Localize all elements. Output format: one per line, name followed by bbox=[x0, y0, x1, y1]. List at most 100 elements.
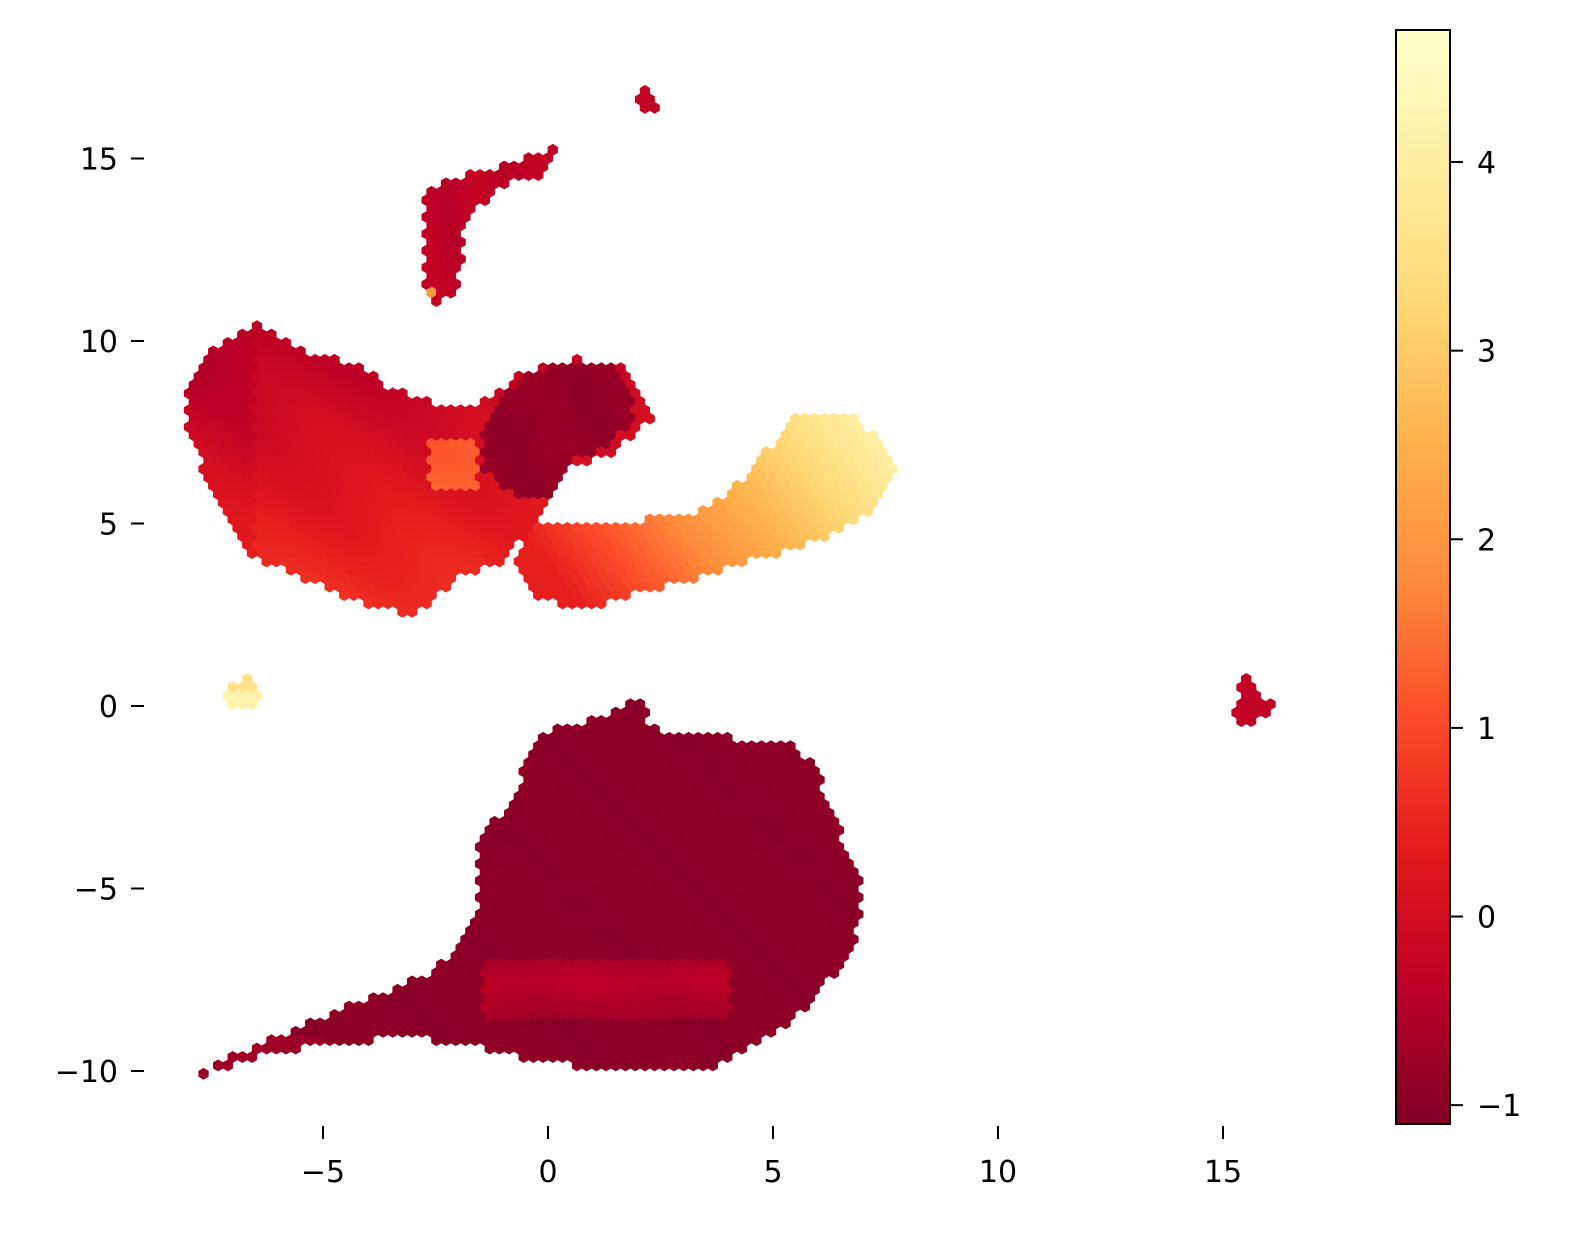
hexbin-cell bbox=[533, 169, 544, 181]
hexbin-cell bbox=[765, 1025, 777, 1038]
y-tick-label: 5 bbox=[99, 508, 118, 543]
hexbin-cell bbox=[688, 572, 699, 585]
hexbin-cell bbox=[305, 1034, 316, 1047]
x-tick-label: 5 bbox=[763, 1155, 782, 1190]
hexbin-cell bbox=[620, 1059, 631, 1072]
hexbin-cell bbox=[668, 572, 680, 585]
x-tick-label: −5 bbox=[301, 1155, 345, 1190]
hexbin-cell bbox=[523, 169, 534, 181]
hexbin-cell bbox=[445, 286, 457, 299]
hexbin-cell bbox=[484, 555, 495, 568]
hexbin-cell bbox=[586, 597, 597, 610]
hexbin-cell bbox=[697, 1059, 709, 1072]
hexbin-cell bbox=[605, 446, 617, 459]
hexbin-cell bbox=[227, 698, 238, 711]
hexbin-cell bbox=[271, 555, 282, 568]
hexbin-cell bbox=[343, 1034, 355, 1047]
hexbin-cell bbox=[712, 563, 723, 576]
hexbin-cell bbox=[1246, 715, 1257, 727]
hexbin-cell bbox=[736, 1042, 748, 1055]
colorbar-tick-label: 3 bbox=[1477, 335, 1496, 370]
hexbin-cell bbox=[363, 1034, 374, 1047]
hexbin-cell bbox=[309, 572, 321, 585]
hexbin-cell bbox=[848, 513, 859, 526]
hexbin-cell bbox=[566, 597, 578, 610]
hexbin-cell bbox=[644, 412, 655, 425]
hexbin-cell bbox=[630, 1059, 641, 1072]
hexbin-cell bbox=[528, 1051, 539, 1063]
hexbin-cell bbox=[460, 563, 471, 576]
hexbin-cell bbox=[591, 1059, 602, 1072]
hexbin-cell bbox=[518, 1051, 529, 1063]
plot-area bbox=[183, 85, 1276, 1080]
hexbin-cell bbox=[348, 589, 360, 601]
y-tick-label: −10 bbox=[55, 1055, 118, 1090]
hexbin-cell bbox=[314, 1034, 326, 1047]
hexbin-cell bbox=[780, 1017, 791, 1030]
hexbin-cell bbox=[469, 563, 481, 576]
hexbin-cell bbox=[799, 1000, 811, 1013]
hexbin-cell bbox=[649, 1059, 660, 1072]
hexbin-cell bbox=[271, 1042, 282, 1055]
hexbin-cell bbox=[736, 555, 748, 568]
hexbin-cell bbox=[397, 1025, 408, 1038]
hexbin-cell bbox=[581, 1059, 592, 1072]
hexbin-cell bbox=[610, 589, 622, 601]
hexbin-cell bbox=[571, 454, 583, 467]
hexbin-cell bbox=[440, 1034, 452, 1047]
hexbin-cell bbox=[494, 1042, 505, 1055]
hexbin-cell bbox=[339, 589, 350, 601]
hexbin-cell bbox=[537, 1051, 549, 1063]
hexbin-cell bbox=[600, 1059, 612, 1072]
colorbar-tick-label: 4 bbox=[1477, 146, 1496, 181]
hexbin-cell bbox=[484, 1042, 495, 1055]
hexbin-cell bbox=[596, 446, 607, 459]
hexbin-cell bbox=[1236, 715, 1247, 727]
hexbin-cell bbox=[760, 547, 772, 559]
hexbin-cell bbox=[610, 1059, 622, 1072]
hexbin-cell bbox=[639, 1059, 651, 1072]
hexbin-cell bbox=[363, 597, 374, 610]
hexbin-cell bbox=[557, 597, 568, 610]
hexbin-cell bbox=[634, 580, 646, 593]
hexbin-cell bbox=[649, 101, 660, 114]
hexbin-cell bbox=[300, 572, 311, 585]
colorbar-tick-label: 2 bbox=[1477, 523, 1496, 558]
hexbin-cell bbox=[280, 1042, 292, 1055]
hexbin-cell bbox=[246, 547, 258, 559]
y-tick-label: 10 bbox=[80, 325, 118, 360]
hexbin-cell bbox=[727, 555, 738, 568]
hexbin-cell bbox=[819, 530, 830, 543]
hexbin-cell bbox=[828, 967, 840, 979]
hexbin-cell bbox=[397, 605, 408, 618]
hexbin-cell bbox=[246, 1051, 258, 1063]
hexbin-cell bbox=[596, 597, 607, 610]
hexbin-cell bbox=[324, 1034, 335, 1047]
hexbin-cell bbox=[770, 547, 782, 559]
hexbin-cell bbox=[533, 589, 544, 601]
hexbin-cell bbox=[387, 1025, 398, 1038]
hexbin-cell bbox=[503, 1042, 515, 1055]
hexbin-cell bbox=[372, 597, 384, 610]
hexbin-cell bbox=[571, 1059, 583, 1072]
hexbin-cell bbox=[261, 555, 272, 568]
y-tick-label: 15 bbox=[80, 143, 118, 178]
hexbin-cell bbox=[460, 1034, 471, 1047]
hexbin-cell bbox=[722, 1051, 733, 1063]
y-tick-label: −5 bbox=[74, 873, 118, 908]
hexbin-cell bbox=[334, 1034, 345, 1047]
hexbin-cell bbox=[659, 1059, 670, 1072]
hexbin-cell bbox=[678, 1059, 689, 1072]
hexbin-cell bbox=[751, 1034, 762, 1047]
y-tick-label: 0 bbox=[99, 690, 118, 725]
hexbin-cell bbox=[513, 169, 525, 181]
hexbin-cell bbox=[707, 1059, 719, 1072]
hexbin-cell bbox=[794, 538, 806, 551]
hexbin-cell bbox=[431, 1034, 442, 1047]
hexbin-cell bbox=[237, 1051, 248, 1063]
hexbin-cell bbox=[324, 580, 335, 593]
hexbin-cell bbox=[469, 1034, 481, 1047]
hexbin-cell bbox=[416, 1025, 428, 1038]
hexbin-cell bbox=[246, 698, 258, 711]
hexbin-cell bbox=[751, 547, 762, 559]
